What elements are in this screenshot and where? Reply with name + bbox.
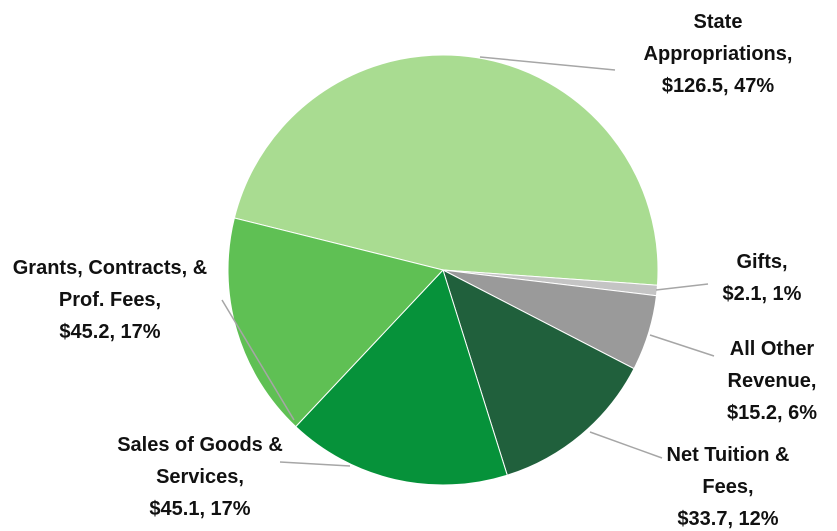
slice-label: Net Tuition & Fees, $33.7, 12% <box>658 439 798 531</box>
pie-slice <box>442 269 635 476</box>
leader-line <box>479 56 616 71</box>
slice-label: Gifts, $2.1, 1% <box>707 246 817 310</box>
category-label: Net Tuition & Fees, <box>666 444 790 498</box>
slice-label: State Appropriations, $126.5, 47% <box>623 6 813 102</box>
value-label: $33.7, 12% <box>677 508 779 530</box>
pie-slice <box>295 269 508 486</box>
value-label: $126.5, 47% <box>661 75 775 97</box>
value-label: $45.2, 17% <box>59 321 161 343</box>
leader-line <box>655 283 709 291</box>
pie-slice <box>233 54 659 286</box>
category-label: State Appropriations, <box>643 11 793 65</box>
pie-slice <box>227 217 444 428</box>
leader-line <box>279 461 351 467</box>
category-label: All Other Revenue, <box>727 338 817 392</box>
value-label: $45.1, 17% <box>149 498 251 520</box>
slice-label: Sales of Goods & Services, $45.1, 17% <box>105 429 295 525</box>
leader-line <box>221 299 295 421</box>
category-label: Gifts, <box>736 251 788 273</box>
leader-line <box>589 431 663 459</box>
slice-label: All Other Revenue, $15.2, 6% <box>712 333 832 429</box>
leader-line <box>649 334 715 357</box>
value-label: $15.2, 6% <box>726 402 818 424</box>
slice-label: Grants, Contracts, & Prof. Fees, $45.2, 1… <box>3 252 218 348</box>
value-label: $2.1, 1% <box>722 283 802 305</box>
category-label: Grants, Contracts, & Prof. Fees, <box>12 257 208 311</box>
category-label: Sales of Goods & Services, <box>117 434 283 488</box>
